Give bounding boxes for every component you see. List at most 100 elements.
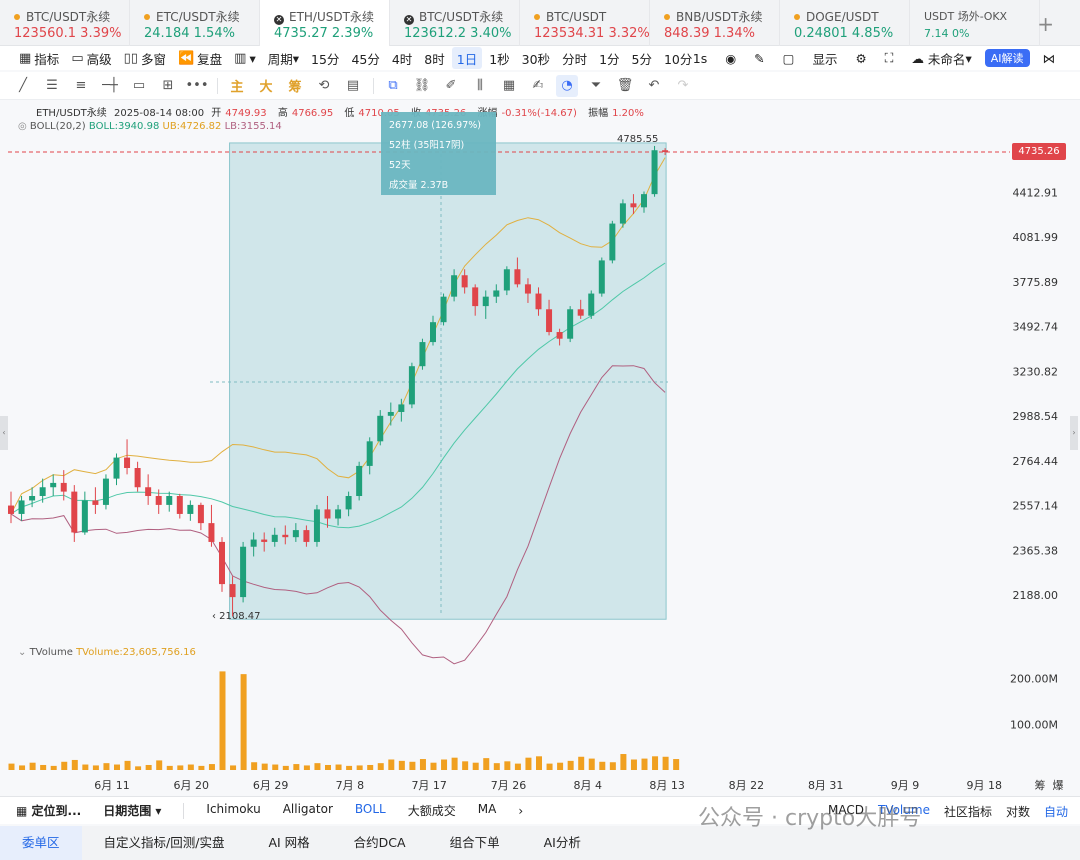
left-panel-handle[interactable]: ‹ bbox=[0, 416, 8, 450]
footer-tab[interactable]: 自定义指标/回测/实盘 bbox=[103, 835, 225, 850]
date-range-dropdown[interactable]: 日期范围 ▾ bbox=[103, 804, 162, 818]
add-ticker-button[interactable]: + bbox=[1037, 12, 1054, 36]
indicator-right-tab[interactable]: TVolume bbox=[877, 803, 930, 817]
volume-bar bbox=[314, 763, 321, 770]
chip-toggle[interactable]: 筹 bbox=[288, 80, 302, 95]
more-tools-icon[interactable]: ••• bbox=[185, 78, 209, 93]
price-tick-label: 2557.14 bbox=[1013, 500, 1059, 513]
interval-option[interactable]: 1日 bbox=[451, 47, 483, 69]
chevron-right-icon[interactable]: › bbox=[518, 803, 524, 818]
interval-option[interactable]: 1分 bbox=[599, 51, 620, 67]
ticker-tab[interactable]: ✕ ETH/USDT永续 4735.27 2.39% bbox=[260, 0, 390, 46]
interval-option[interactable]: 4时 bbox=[391, 51, 413, 67]
indicator-right-tab[interactable]: 自动 bbox=[1043, 805, 1068, 819]
interval-option[interactable]: 45分 bbox=[351, 51, 380, 67]
candlestick-chart[interactable]: 4785.55 ‹ 2108.47 4412.91 4081.99 3775.89 349… bbox=[0, 100, 1080, 795]
coin-icon bbox=[144, 14, 150, 20]
indicator-right-tab[interactable]: 对数 bbox=[1005, 805, 1030, 819]
chart-area[interactable]: 4785.55 ‹ 2108.47 4412.91 4081.99 3775.89 349… bbox=[0, 100, 1080, 795]
indicator-right-tab[interactable]: MACD bbox=[828, 803, 864, 817]
multi-window-button[interactable]: ▯▯ 多窗 bbox=[123, 50, 166, 67]
indicator-tab[interactable]: Ichimoku bbox=[206, 802, 261, 816]
main-chart-toggle[interactable]: 主 bbox=[230, 80, 244, 95]
candle-body bbox=[461, 275, 468, 288]
indicator-tab[interactable]: BOLL bbox=[354, 802, 386, 816]
big-orders-toggle[interactable]: 大 bbox=[259, 80, 273, 95]
interval-option[interactable]: 分时 bbox=[562, 51, 588, 67]
brush-icon[interactable]: ✐ bbox=[445, 78, 457, 93]
rectangle-icon[interactable]: ▭ bbox=[132, 78, 146, 93]
indicator-tab[interactable]: Alligator bbox=[282, 802, 333, 816]
share-icon[interactable]: ⋈ bbox=[1042, 50, 1056, 66]
volume-bar bbox=[92, 765, 99, 770]
redo-icon[interactable]: ↷ bbox=[677, 78, 689, 93]
calendar-icon[interactable]: ▦ bbox=[502, 78, 516, 93]
ticker-tab[interactable]: BTC/USDT永续 123560.1 3.39% bbox=[0, 0, 130, 46]
interval-option[interactable]: 1秒 bbox=[489, 51, 510, 67]
volume-bar bbox=[483, 758, 490, 770]
interval-option[interactable]: 15分 bbox=[311, 51, 340, 67]
note-icon[interactable]: ✍ bbox=[532, 78, 544, 93]
footer-tab[interactable]: 合约DCA bbox=[353, 835, 406, 850]
axis-corner-label: 筹 bbox=[1035, 778, 1046, 792]
interval-option[interactable]: 30秒 bbox=[521, 51, 551, 67]
display-button[interactable]: 显示 bbox=[812, 51, 838, 67]
delete-icon[interactable]: 🗑 bbox=[616, 78, 634, 93]
ticker-tab[interactable]: DOGE/USDT 0.24801 4.85% bbox=[780, 0, 910, 46]
ticker-tab[interactable]: BTC/USDT 123534.31 3.32% bbox=[520, 0, 650, 46]
volume-bar bbox=[282, 765, 289, 770]
ticker-tab[interactable]: USDT 场外-OKX 7.14 0% bbox=[910, 0, 1040, 46]
trendline-icon[interactable]: ╱ bbox=[19, 78, 27, 93]
fullscreen-icon[interactable]: ⛶ bbox=[884, 50, 894, 65]
measure-icon[interactable]: ⊞ bbox=[162, 78, 174, 93]
footer-tab[interactable]: AI 网格 bbox=[268, 835, 310, 850]
link-icon[interactable]: ⛓ bbox=[413, 78, 431, 93]
right-panel-handle[interactable]: › bbox=[1070, 416, 1078, 450]
ai-interpret-button[interactable]: AI解读 bbox=[984, 49, 1030, 67]
indicator-right-tab[interactable]: 社区指标 bbox=[943, 805, 992, 819]
template-icon[interactable]: ▢ bbox=[782, 50, 795, 66]
horizontal-lines-icon[interactable]: ≡ bbox=[75, 78, 87, 93]
undo-icon[interactable]: ↶ bbox=[648, 78, 660, 93]
eye-icon[interactable]: ◎ bbox=[18, 121, 27, 132]
layout-dropdown[interactable]: ☁ 未命名 ▾ bbox=[911, 50, 972, 67]
history-icon[interactable]: ⟲ bbox=[318, 78, 330, 93]
magnet-icon[interactable]: ◔ bbox=[556, 74, 578, 97]
interval-option[interactable]: 10分 bbox=[663, 51, 693, 67]
volume-bar bbox=[546, 763, 553, 770]
indicator-tab[interactable]: MA bbox=[477, 802, 497, 816]
parallel-lines-icon[interactable]: ☰ bbox=[46, 78, 58, 93]
footer-tab[interactable]: 委单区 bbox=[0, 826, 82, 860]
settings-icon[interactable]: ⚙ bbox=[855, 50, 867, 66]
indicator-tab[interactable]: 大额成交 bbox=[407, 804, 456, 818]
ticker-tab[interactable]: ✕ BTC/USDT永续 123612.2 3.40% bbox=[390, 0, 520, 46]
ticker-tab[interactable]: BNB/USDT永续 848.39 1.34% bbox=[650, 0, 780, 46]
volume-bar bbox=[409, 761, 416, 770]
indicator-bars-icon[interactable]: ⫼ bbox=[477, 78, 483, 93]
advanced-button[interactable]: ▭ 高级 bbox=[71, 50, 112, 67]
footer-tab[interactable]: AI分析 bbox=[543, 835, 581, 850]
edit-icon[interactable]: ✎ bbox=[754, 50, 765, 66]
copy-icon[interactable]: ⧉ bbox=[388, 78, 398, 93]
volume-bar bbox=[40, 764, 47, 770]
ticker-name: USDT 场外-OKX bbox=[924, 10, 1008, 23]
interval-option[interactable]: 5分 bbox=[631, 51, 652, 67]
indicators-button[interactable]: ▦ 指标 bbox=[19, 50, 60, 67]
period-dropdown[interactable]: 周期 ▾ bbox=[267, 50, 300, 67]
volume-profile-icon[interactable]: ▤ bbox=[346, 78, 360, 93]
volume-bar bbox=[514, 763, 521, 770]
filter-icon[interactable]: ⏷ bbox=[590, 78, 602, 93]
interval-option[interactable]: 8时 bbox=[424, 51, 445, 67]
ticker-tab[interactable]: ETC/USDT永续 24.184 1.54% bbox=[130, 0, 260, 46]
price-tick-label: 2764.44 bbox=[1013, 455, 1059, 468]
candle-body bbox=[345, 496, 352, 510]
locate-button[interactable]: ▦ 定位到... bbox=[16, 804, 82, 818]
chart-type-button[interactable]: ▥ ▾ bbox=[234, 50, 256, 66]
chevron-down-icon[interactable]: ⌄ bbox=[18, 647, 27, 658]
footer-tab[interactable]: 组合下单 bbox=[449, 835, 500, 850]
interval-1s[interactable]: 1s bbox=[692, 50, 708, 66]
replay-button[interactable]: ⏪ 复盘 bbox=[177, 50, 223, 67]
camera-icon[interactable]: ◉ bbox=[725, 50, 737, 66]
horizontal-ray-icon[interactable]: ─┼ bbox=[102, 78, 118, 93]
candle-body bbox=[124, 457, 131, 469]
